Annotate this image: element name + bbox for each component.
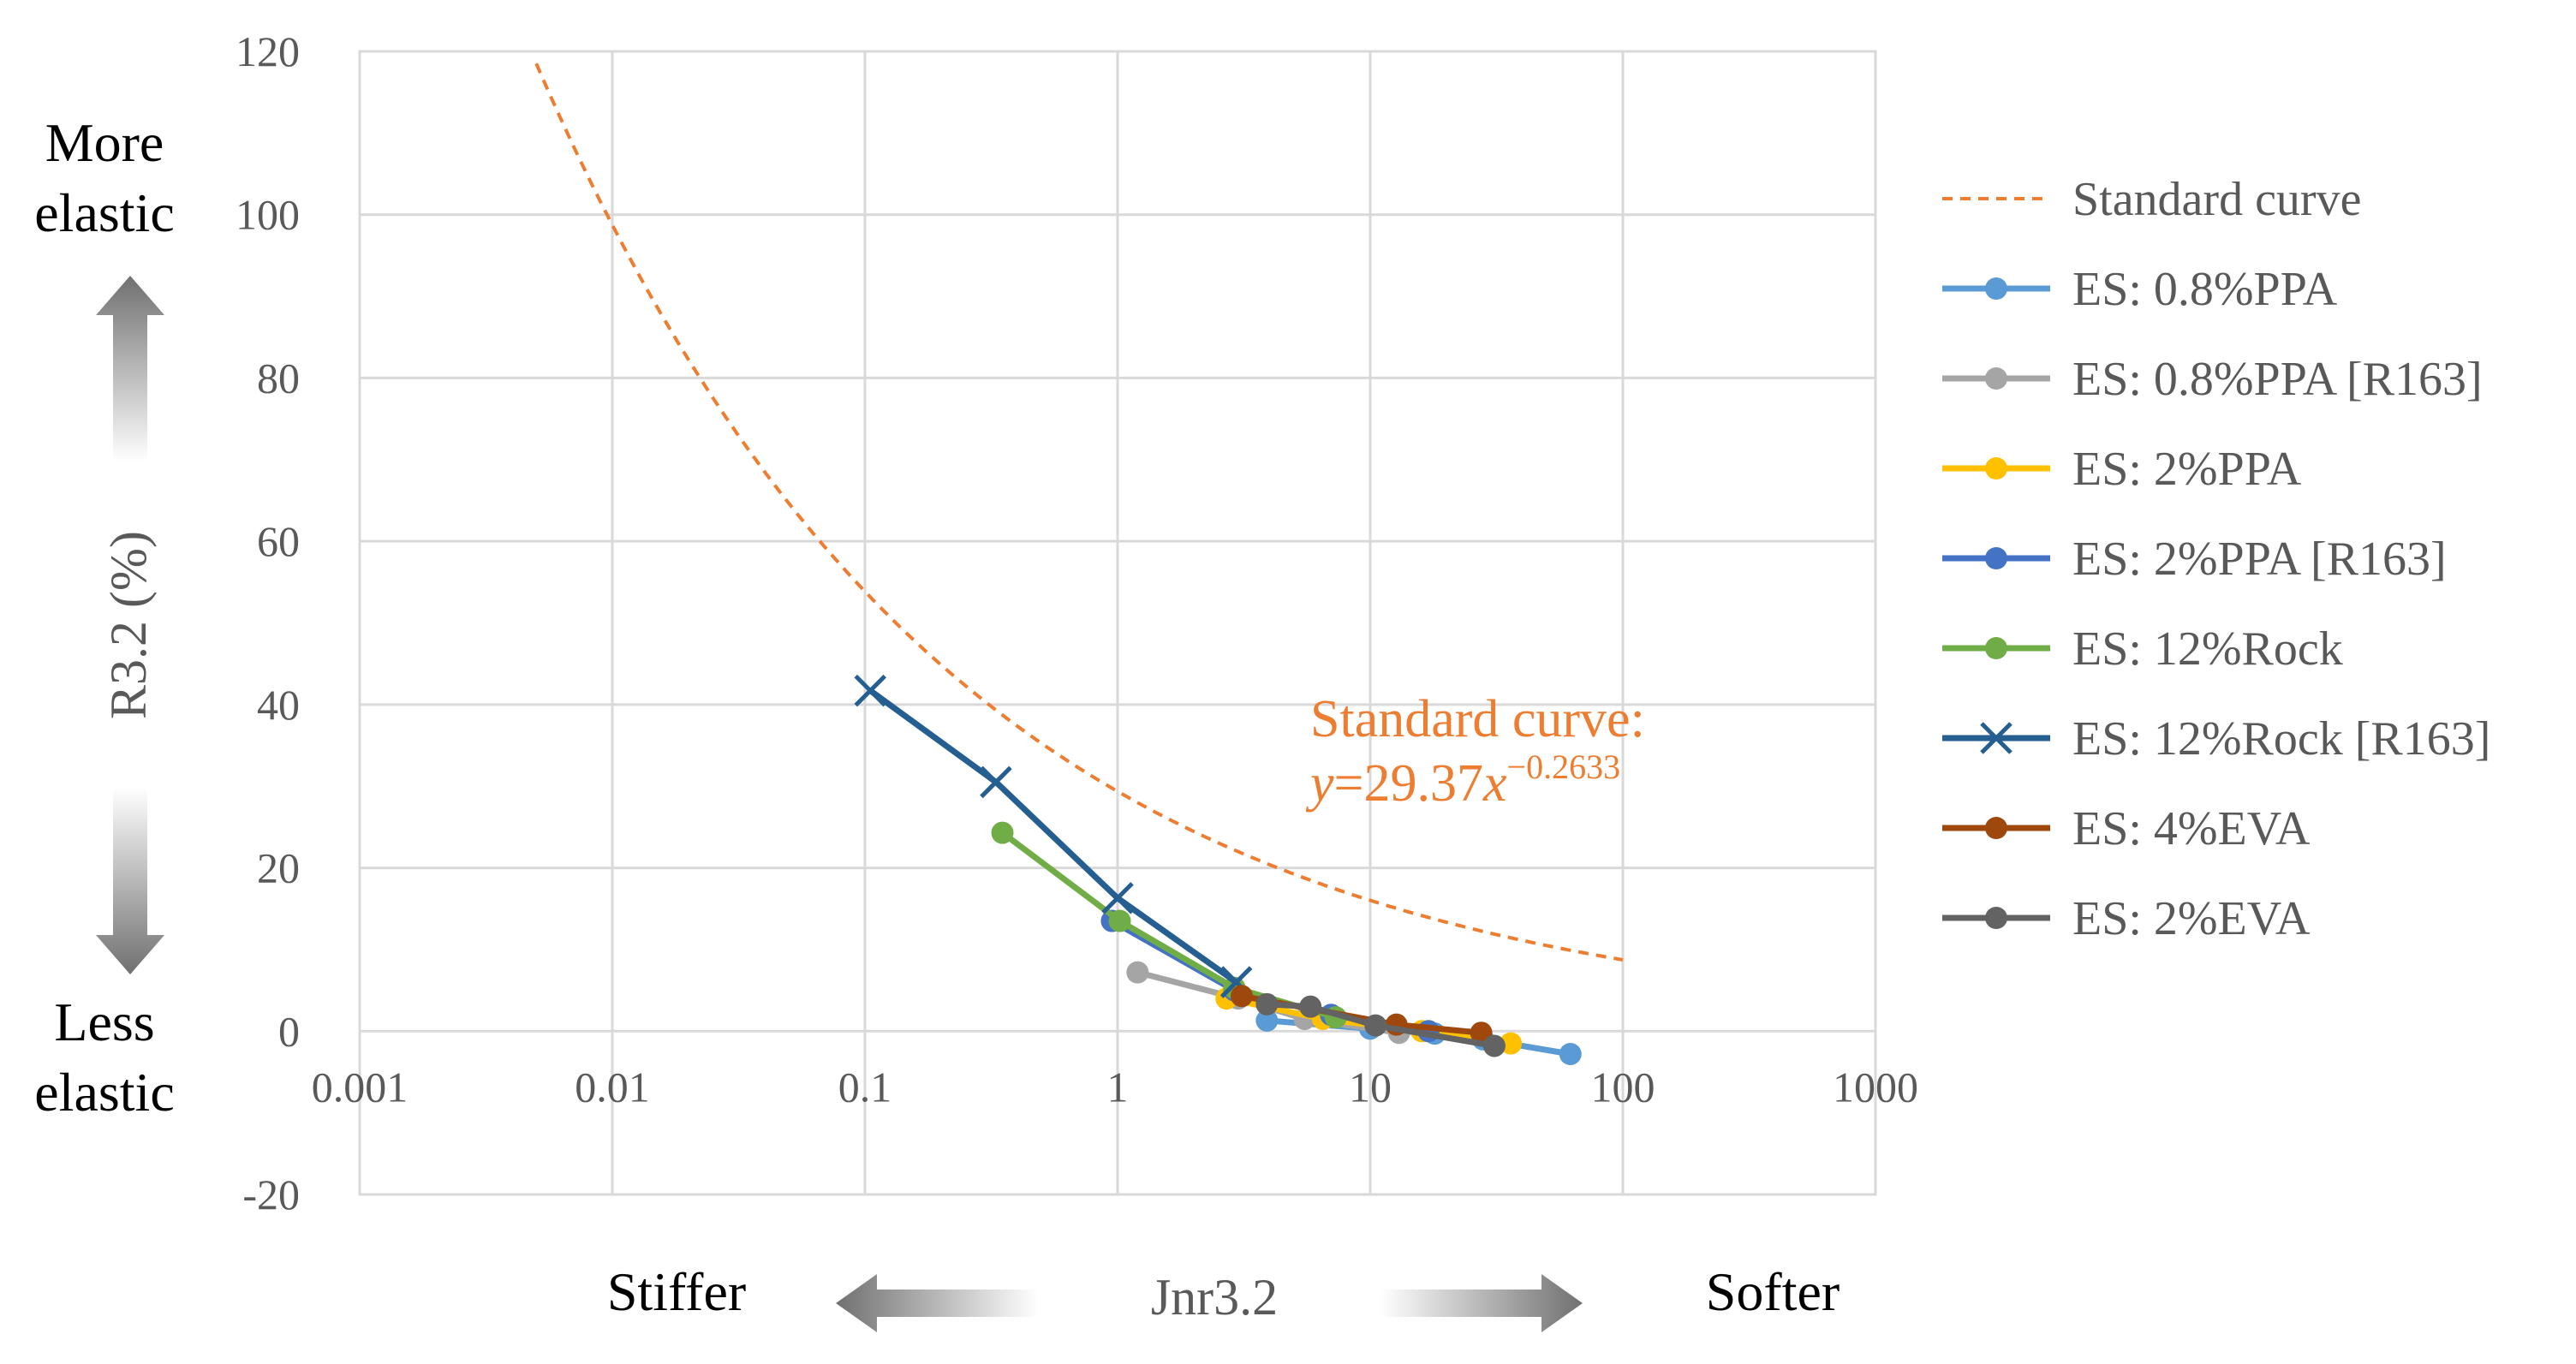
x-tick-label: 0.001: [312, 1063, 408, 1111]
plot-area-border: [358, 50, 1877, 1196]
y-tick-label: -20: [242, 1170, 300, 1218]
stiffer-label: Stiffer: [607, 1261, 746, 1322]
series-line: [868, 688, 1238, 985]
series-line: [1267, 1001, 1495, 1049]
legend-swatch-marker: [1985, 547, 2007, 569]
x-tick-label: 10: [1349, 1063, 1392, 1111]
x-tick-labels: 0.001 0.01 0.1 1 10 100 1000: [312, 1063, 1918, 1111]
data-point-marker: [1255, 1009, 1279, 1032]
legend-swatch-marker: [1980, 722, 2012, 754]
x-axis-title: Jnr3.2: [1151, 1269, 1278, 1325]
legend-label: ES: 2%PPA [R163]: [2072, 533, 2447, 586]
legend-label: ES: 0.8%PPA [R163]: [2072, 353, 2483, 406]
legend-label: ES: 12%Rock [R163]: [2072, 712, 2490, 765]
y-tick-label: 120: [236, 27, 300, 75]
y-tick-label: 100: [236, 191, 300, 239]
arrow-left-icon: [836, 1274, 1038, 1332]
data-point-marker: [1299, 995, 1322, 1018]
less-elastic-line1: Less: [54, 992, 154, 1052]
legend: Standard curve ES: 0.8%PPA ES: 0.8%PPA [R1…: [1942, 173, 2490, 945]
y-tick-label: 60: [257, 517, 300, 565]
legend-swatch-marker: [1985, 817, 2007, 839]
softer-label: Softer: [1706, 1261, 1840, 1322]
arrow-down-icon: [96, 788, 164, 974]
legend-label: ES: 2%EVA: [2072, 892, 2311, 945]
data-point-marker: [1500, 1032, 1523, 1055]
data-series: [854, 674, 1582, 1065]
data-point-marker: [1559, 1042, 1582, 1065]
data-point-marker: [1230, 985, 1253, 1008]
arrow-right-icon: [1380, 1274, 1583, 1332]
less-elastic-line2: elastic: [34, 1062, 174, 1123]
more-elastic-line1: More: [45, 112, 164, 173]
gridlines: [358, 50, 1877, 1196]
series: [854, 674, 1253, 998]
arrow-up-icon: [96, 276, 164, 462]
x-tick-label: 0.01: [575, 1063, 650, 1111]
y-tick-label: 20: [257, 844, 300, 892]
data-point-marker: [1101, 882, 1134, 914]
legend-swatch-marker: [1985, 367, 2007, 390]
data-point-marker: [1364, 1014, 1387, 1037]
data-point-marker: [1108, 909, 1131, 932]
data-point-marker: [1482, 1034, 1506, 1057]
y-tick-label: 0: [278, 1007, 300, 1055]
x-tick-label: 1000: [1833, 1063, 1918, 1111]
legend-label-standard-curve: Standard curve: [2072, 173, 2361, 226]
data-point-marker: [1255, 992, 1279, 1016]
more-elastic-line2: elastic: [34, 182, 174, 243]
legend-label: ES: 0.8%PPA: [2072, 263, 2338, 316]
data-point-marker: [854, 674, 887, 707]
legend-label: ES: 2%PPA: [2072, 443, 2302, 496]
legend-swatch-marker: [1985, 907, 2007, 929]
standard-curve-line: [534, 63, 1624, 962]
annotation-equation: y=29.37x−0.2633: [1305, 748, 1620, 813]
data-point-marker: [980, 765, 1012, 799]
legend-label: ES: 4%EVA: [2072, 802, 2311, 855]
y-tick-label: 40: [257, 681, 300, 729]
legend-swatch-marker: [1985, 457, 2007, 479]
series: [991, 821, 1347, 1029]
x-tick-label: 1: [1107, 1063, 1129, 1111]
y-tick-label: 80: [257, 354, 300, 402]
data-point-marker: [991, 821, 1014, 844]
data-point-marker: [1126, 961, 1149, 984]
series: [1255, 992, 1506, 1057]
series-line: [1000, 830, 1337, 1021]
legend-swatch-marker: [1985, 637, 2007, 659]
y-tick-labels: -20 0 20 40 60 80 100 120: [236, 27, 300, 1218]
annotation-line1: Standard curve:: [1310, 690, 1645, 748]
x-tick-label: 100: [1591, 1063, 1655, 1111]
x-tick-label: 0.1: [838, 1063, 892, 1111]
y-axis-title: R3.2 (%): [100, 531, 157, 719]
legend-label: ES: 12%Rock: [2072, 622, 2343, 676]
legend-swatch-marker: [1985, 277, 2007, 300]
